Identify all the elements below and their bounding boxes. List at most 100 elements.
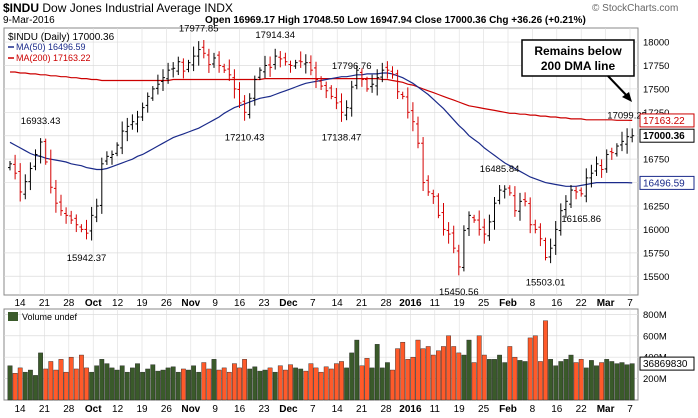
volume-tick-label: 800M xyxy=(643,310,667,321)
volume-bar xyxy=(441,346,446,401)
price-bar xyxy=(74,214,79,233)
volume-bar xyxy=(563,359,569,401)
price-tick-label: 17500 xyxy=(643,84,669,95)
volume-bar xyxy=(63,371,69,401)
volume-bar xyxy=(456,352,462,401)
price-bar xyxy=(574,186,579,200)
price-bar xyxy=(390,66,395,79)
symbol-title: $INDU Dow Jones Industrial Average INDX xyxy=(3,1,233,15)
volume-bar xyxy=(196,371,202,401)
price-bar xyxy=(324,81,329,99)
volume-bar xyxy=(349,352,355,401)
volume-bar xyxy=(150,364,156,401)
volume-bar xyxy=(191,365,196,401)
volume-bar xyxy=(436,350,441,401)
volume-bar xyxy=(201,362,207,401)
price-bar xyxy=(339,93,344,122)
price-bar xyxy=(166,62,171,84)
price-bar xyxy=(436,193,441,219)
x-tick-label: Dec xyxy=(279,404,298,415)
price-tick-label: 16750 xyxy=(643,155,669,166)
volume-bar xyxy=(160,369,166,401)
price-bar xyxy=(135,110,140,133)
price-bar xyxy=(349,80,354,117)
price-bar xyxy=(456,244,461,276)
price-bar xyxy=(441,203,446,236)
price-bar xyxy=(329,85,334,100)
price-bar xyxy=(538,223,543,247)
price-bar xyxy=(212,52,216,68)
volume-bar xyxy=(124,371,130,401)
volume-bar xyxy=(272,371,278,401)
price-bar xyxy=(599,159,604,178)
volume-bar xyxy=(247,368,253,401)
volume-bar xyxy=(94,365,100,401)
volume-bar xyxy=(558,361,564,401)
price-bar xyxy=(201,39,206,59)
price-bar xyxy=(64,207,69,224)
volume-bars xyxy=(7,320,635,401)
price-bar xyxy=(38,138,43,164)
volume-bar xyxy=(211,359,217,401)
x-tick-label: 21 xyxy=(356,298,368,309)
volume-bar xyxy=(543,320,548,401)
x-tick-label: 9 xyxy=(212,404,218,415)
x-tick-label: 19 xyxy=(454,404,466,415)
volume-bar xyxy=(369,367,375,401)
volume-bar xyxy=(573,362,579,401)
price-bar xyxy=(110,150,114,165)
volume-bar xyxy=(451,346,457,401)
axis-labels: 1550015750160001625016500167501700017250… xyxy=(14,38,695,415)
price-bar xyxy=(94,198,99,223)
volume-bar xyxy=(38,352,44,401)
x-tick-label: Nov xyxy=(181,404,200,415)
volume-bar xyxy=(262,369,268,401)
price-bar xyxy=(518,192,522,221)
x-tick-label: 11 xyxy=(430,298,441,309)
volume-bar xyxy=(283,369,288,401)
volume-bar xyxy=(359,365,365,401)
volume-bar xyxy=(180,368,186,401)
volume-bar xyxy=(135,363,140,401)
volume-bar xyxy=(170,366,176,401)
price-bar xyxy=(385,61,390,79)
x-tick-label: 2016 xyxy=(399,404,422,415)
volume-bar xyxy=(624,364,630,401)
volume-bar xyxy=(17,367,23,401)
volume-bar xyxy=(568,354,574,401)
price-bar xyxy=(400,91,405,100)
price-annotation: 17796.76 xyxy=(332,61,372,72)
volume-bar xyxy=(28,369,33,401)
volume-bar xyxy=(73,368,79,401)
price-bar xyxy=(558,203,563,236)
volume-bar xyxy=(186,369,191,401)
volume-bar xyxy=(497,354,502,401)
price-annotation: 17138.47 xyxy=(322,132,362,143)
price-bar xyxy=(227,59,232,82)
price-annotation: 16933.43 xyxy=(21,116,61,127)
volume-bar xyxy=(78,354,84,401)
volume-bar xyxy=(109,367,115,401)
price-bar xyxy=(8,161,12,171)
volume-bar xyxy=(471,362,477,401)
x-tick-label: Nov xyxy=(181,298,200,309)
watermark: © StockCharts.com xyxy=(592,3,679,14)
price-bar xyxy=(625,128,630,154)
price-bar xyxy=(13,154,18,180)
volume-bar xyxy=(175,371,181,401)
price-bar xyxy=(395,69,400,100)
price-bar xyxy=(319,76,324,91)
volume-bar xyxy=(237,367,242,401)
price-bar xyxy=(497,185,502,205)
price-bar xyxy=(380,62,385,83)
volume-bar xyxy=(446,335,451,401)
price-bar xyxy=(421,137,426,192)
x-tick-label: 23 xyxy=(258,298,270,309)
price-bar xyxy=(145,92,150,113)
price-annotation: 17210.43 xyxy=(225,132,265,143)
price-bar xyxy=(293,59,298,69)
x-tick-label: 28 xyxy=(380,298,392,309)
price-bar xyxy=(609,147,614,160)
price-bar xyxy=(69,210,74,224)
callout-box xyxy=(521,39,635,77)
